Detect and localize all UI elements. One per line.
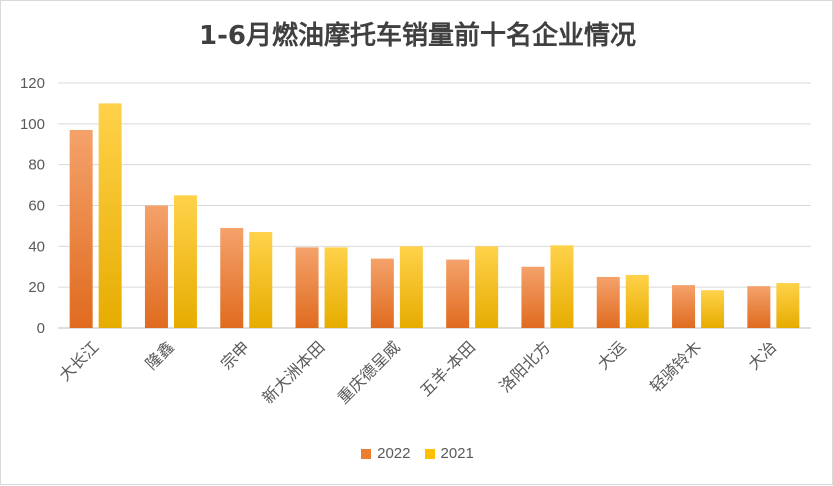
x-tick-label-9: 大冶 [744, 337, 780, 373]
bar-2022-1 [144, 205, 168, 328]
x-tick-label-5: 五羊-本田 [416, 337, 479, 400]
legend-swatch-2022 [361, 448, 372, 459]
x-tick-label-7: 大运 [594, 337, 630, 373]
legend-swatch-2021 [424, 448, 435, 459]
bar-2022-7 [596, 276, 620, 328]
y-tick-label-100: 100 [20, 116, 45, 133]
bar-2021-6 [550, 245, 574, 328]
y-tick-label-40: 40 [28, 238, 45, 255]
bar-2021-7 [625, 274, 649, 328]
bar-2021-5 [475, 246, 499, 328]
x-tick-label-0: 大长江 [55, 337, 102, 384]
legend-label-2022: 2022 [377, 445, 411, 462]
bar-2021-8 [701, 290, 725, 328]
x-tick-label-6: 洛阳北方 [496, 337, 555, 396]
y-tick-label-0: 0 [37, 320, 45, 337]
legend: 2022 2021 [1, 445, 833, 462]
y-tick-label-60: 60 [28, 198, 45, 215]
x-tick-label-4: 重庆德呈威 [334, 337, 404, 407]
y-tick-label-120: 120 [20, 75, 45, 92]
bar-2021-2 [249, 232, 273, 328]
bar-2022-6 [521, 266, 545, 328]
bar-2021-3 [324, 247, 348, 328]
bar-2022-9 [747, 286, 771, 328]
legend-label-2021: 2021 [440, 445, 474, 462]
chart-title: 1-6月燃油摩托车销量前十名企业情况 [199, 21, 636, 51]
bar-2022-8 [672, 285, 696, 328]
bar-2021-0 [98, 103, 122, 329]
x-tick-label-8: 轻骑铃木 [646, 337, 705, 396]
legend-item-2021: 2021 [424, 445, 474, 462]
bar-2022-4 [370, 258, 394, 328]
bar-2021-4 [399, 246, 423, 328]
bar-2022-0 [69, 129, 93, 328]
x-tick-label-3: 新大洲本田 [258, 337, 328, 407]
bar-2022-3 [295, 247, 319, 328]
y-tick-label-80: 80 [28, 157, 45, 174]
legend-item-2022: 2022 [361, 445, 411, 462]
y-tick-label-20: 20 [28, 279, 45, 296]
bar-2022-2 [220, 227, 244, 328]
bar-2021-1 [173, 195, 197, 328]
x-tick-label-1: 隆鑫 [142, 337, 178, 373]
x-tick-label-2: 宗申 [217, 337, 253, 373]
bar-2021-9 [776, 283, 800, 328]
bar-2022-5 [446, 259, 470, 328]
